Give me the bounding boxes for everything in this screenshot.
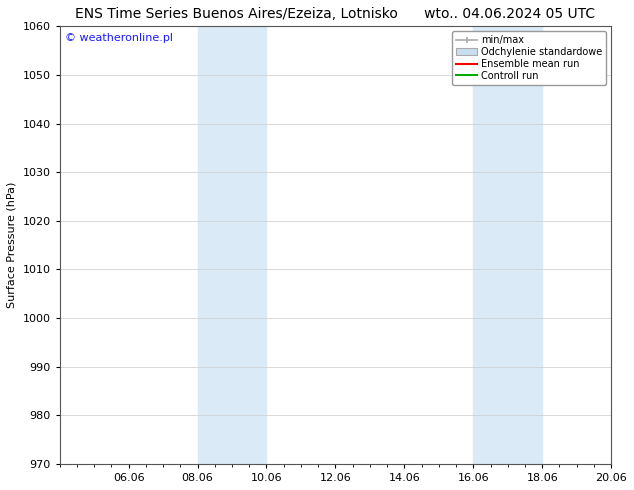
Y-axis label: Surface Pressure (hPa): Surface Pressure (hPa) <box>7 182 17 308</box>
Legend: min/max, Odchylenie standardowe, Ensemble mean run, Controll run: min/max, Odchylenie standardowe, Ensembl… <box>452 31 606 85</box>
Text: © weatheronline.pl: © weatheronline.pl <box>65 33 173 43</box>
Title: ENS Time Series Buenos Aires/Ezeiza, Lotnisko      wto.. 04.06.2024 05 UTC: ENS Time Series Buenos Aires/Ezeiza, Lot… <box>75 7 595 21</box>
Bar <box>474 26 542 464</box>
Bar <box>198 26 266 464</box>
